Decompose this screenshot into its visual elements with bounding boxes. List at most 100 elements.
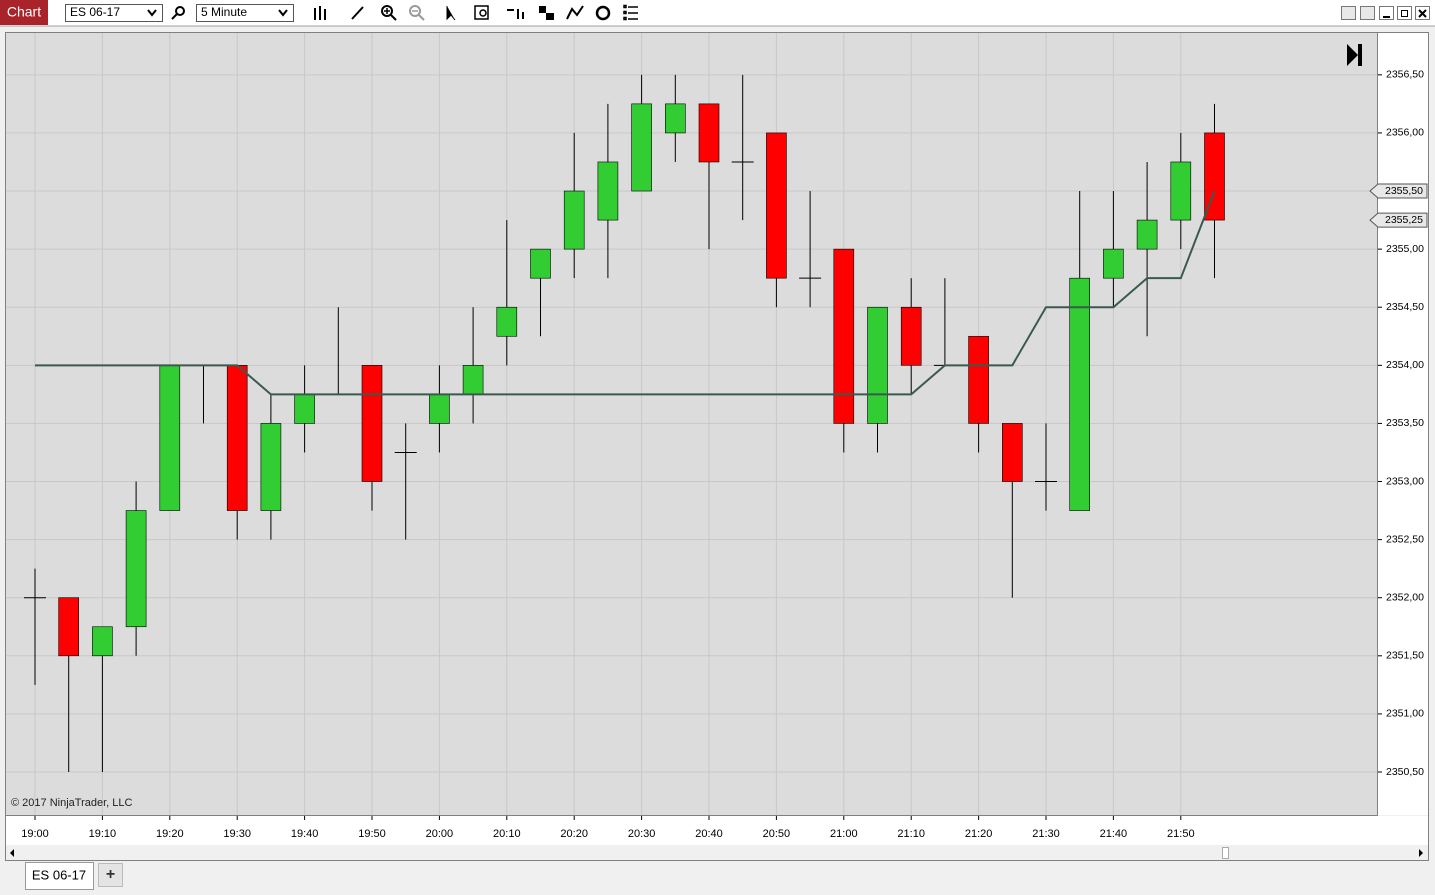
x-tick-label: 21:30 [1032, 828, 1060, 840]
scroll-left[interactable] [10, 849, 14, 857]
candle-body [563, 190, 585, 250]
app-label-bg [0, 0, 48, 25]
restore-button[interactable] [1397, 6, 1412, 20]
draw-tool-icon[interactable] [351, 6, 364, 20]
x-tick-label: 19:20 [156, 828, 184, 840]
layout-button[interactable] [1360, 6, 1375, 20]
candle-body [867, 306, 888, 424]
x-tick-label: 21:40 [1100, 828, 1128, 840]
zoom-in-icon[interactable] [381, 5, 397, 21]
search-icon[interactable] [171, 6, 185, 20]
candle-body [1001, 423, 1023, 482]
candle-body [968, 335, 989, 424]
y-tick-label: 2354,00 [1386, 359, 1424, 371]
candle-body [833, 248, 855, 424]
plot-area [6, 33, 1377, 815]
scrollbar[interactable] [6, 846, 1428, 860]
y-tick-label: 2352,50 [1386, 533, 1424, 545]
x-tick-label: 19:30 [223, 828, 251, 840]
dropdown-arrow [147, 9, 157, 17]
indicator-line [35, 190, 1216, 396]
candle-body [125, 510, 147, 628]
data-box-icon[interactable] [474, 5, 489, 20]
candle-body [530, 248, 551, 279]
candle-body [159, 365, 181, 511]
y-tick-label: 2353,50 [1386, 417, 1424, 429]
x-tick-label: 21:10 [897, 828, 925, 840]
tile-button[interactable] [1341, 6, 1356, 20]
y-tick-label: 2350,50 [1386, 766, 1424, 778]
window-buttons [1341, 6, 1430, 20]
price-marker-label: 2355,25 [1385, 214, 1423, 226]
candle-body [698, 103, 720, 163]
candle-body [1103, 248, 1124, 279]
bar-type-icon[interactable] [314, 6, 326, 20]
candle-body [361, 365, 383, 482]
scroll-thumb[interactable] [1222, 847, 1229, 859]
scroll-end-icon[interactable] [1347, 44, 1362, 66]
candle-body [900, 306, 922, 366]
candle-body [1136, 219, 1158, 250]
app-label: Chart [7, 4, 41, 20]
add-tab-label: + [106, 866, 115, 883]
tab-label: ES 06-17 [32, 867, 86, 882]
y-tick-label: 2356,00 [1386, 127, 1424, 139]
x-tick-label: 20:10 [493, 828, 521, 840]
candle-body [226, 365, 248, 511]
add-tab-button[interactable] [98, 863, 123, 887]
candle-body [429, 394, 450, 424]
y-tick-label: 2356,50 [1386, 69, 1424, 81]
x-tick-label: 21:50 [1167, 828, 1195, 840]
strategies-icon[interactable] [539, 6, 554, 20]
x-tick-label: 20:20 [560, 828, 588, 840]
candle-body [1069, 277, 1090, 511]
tab[interactable] [25, 862, 94, 890]
x-tick-label: 19:50 [358, 828, 386, 840]
candle-body [766, 132, 787, 279]
time-axis [6, 816, 1428, 845]
interval-value: 5 Minute [201, 5, 247, 19]
candle-body [597, 161, 619, 221]
copyright: © 2017 NinjaTrader, LLC [11, 797, 132, 809]
y-tick-label: 2353,00 [1386, 475, 1424, 487]
y-tick-label: 2351,00 [1386, 708, 1424, 720]
properties-icon[interactable] [623, 4, 638, 21]
zoom-out-icon[interactable] [409, 5, 425, 21]
scroll-right[interactable] [1419, 849, 1423, 857]
x-tick-label: 20:50 [763, 828, 791, 840]
y-tick-label: 2354,50 [1386, 301, 1424, 313]
candle-body [1204, 132, 1225, 221]
x-tick-label: 20:30 [628, 828, 656, 840]
candle-body [631, 103, 652, 192]
x-tick-label: 19:10 [89, 828, 117, 840]
x-tick-label: 19:00 [21, 828, 49, 840]
y-tick-label: 2351,50 [1386, 650, 1424, 662]
plot-layer [6, 33, 1377, 815]
tab-bar [0, 862, 1435, 895]
x-tick-label: 19:40 [291, 828, 319, 840]
pointer-icon[interactable] [446, 6, 456, 21]
candle-body [260, 423, 282, 511]
interval-select[interactable] [196, 4, 294, 22]
price-axis [1378, 33, 1428, 815]
y-tick-label: 2355,00 [1386, 243, 1424, 255]
candle-body [92, 626, 113, 657]
trend-icon[interactable] [566, 5, 584, 20]
candle-body [496, 306, 518, 337]
x-tick-label: 20:00 [426, 828, 454, 840]
x-tick-label: 21:00 [830, 828, 858, 840]
refresh-icon[interactable] [595, 5, 611, 21]
candle-body [58, 597, 80, 657]
x-tick-label: 20:40 [695, 828, 723, 840]
candle-body [462, 365, 484, 395]
instrument-value: ES 06-17 [70, 5, 120, 19]
indicators-icon[interactable] [507, 9, 524, 19]
price-marker [1369, 183, 1428, 199]
candle-body [294, 394, 315, 424]
dropdown-arrow [278, 9, 288, 17]
instrument-select[interactable] [65, 4, 163, 22]
x-tick-label: 21:20 [965, 828, 993, 840]
price-marker-label: 2355,50 [1385, 185, 1423, 197]
